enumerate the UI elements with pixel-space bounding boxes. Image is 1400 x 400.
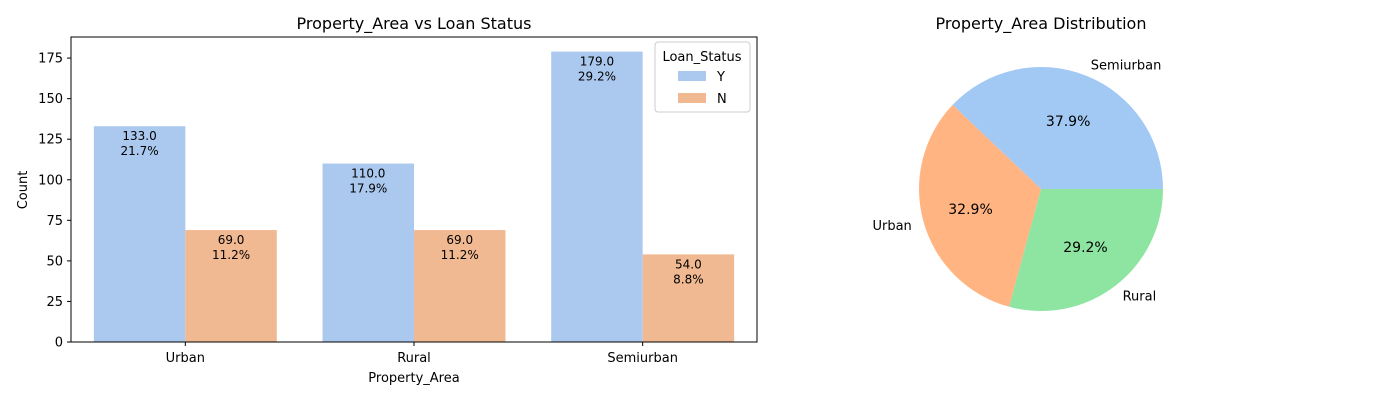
y-tick-label: 125 [38,133,63,148]
pie-slice-semiurban [952,67,1163,189]
legend-entry-N: N [717,92,727,107]
y-tick-label: 25 [46,295,63,310]
y-tick-label: 0 [55,336,63,351]
bar-N-Rural [414,230,506,342]
pie-slice-label: Urban [872,219,911,234]
bar-value-label: 179.0 [580,55,614,69]
pie-slice-label: Rural [1123,290,1157,305]
bar-value-label: 133.0 [122,129,156,143]
pie-percent-label: 29.2% [1063,240,1107,256]
x-tick-label: Urban [166,351,205,366]
y-tick-label: 100 [38,173,63,188]
bar-percent-label: 11.2% [441,248,479,262]
y-tick-label: 150 [38,92,63,107]
y-tick-label: 50 [46,254,63,269]
pie-percent-label: 37.9% [1046,114,1090,130]
legend-title: Loan_Status [662,50,741,65]
plot-border [70,36,758,343]
y-tick-label: 175 [38,52,63,67]
y-axis-label: Count [16,171,31,210]
pie-chart-title: Property_Area Distribution [936,14,1147,34]
bar-N-Urban [185,230,277,342]
x-tick-label: Rural [397,351,431,366]
bar-N-Semiurban [642,254,735,342]
bar-percent-label: 17.9% [349,182,387,196]
bar-value-label: 69.0 [218,233,245,247]
pie-slice-label: Semiurban [1091,58,1162,73]
bar-Y-Urban [93,126,186,342]
bar-value-label: 110.0 [351,167,385,181]
bar-Y-Semiurban [551,51,643,342]
legend-entry-Y: Y [716,70,725,85]
x-tick-label: Semiurban [607,351,678,366]
bar-value-label: 69.0 [446,233,473,247]
bar-chart-title: Property_Area vs Loan Status [297,14,532,34]
legend-swatch-N [678,93,706,103]
bar-percent-label: 29.2% [578,70,616,84]
x-axis-label: Property_Area [368,371,459,386]
bar-percent-label: 21.7% [121,144,159,158]
y-tick-label: 75 [46,214,63,229]
pie-marks: 37.9% Semiurban 32.9% Urban 29.2% Rural [872,58,1163,311]
bar-percent-label: 11.2% [212,248,250,262]
y-axis: 0 25 50 75 100 125 150 175 [38,52,71,351]
bar-chart: Property_Area vs Loan Status 133.021.7% 6… [16,14,758,386]
legend: Loan_Status Y N [654,41,751,113]
pie-slice-urban [919,104,1041,307]
bar-value-label: 54.0 [675,257,702,271]
bar-Y-Rural [322,163,414,342]
pie-slice-rural [1009,189,1163,311]
pie-percent-label: 32.9% [948,202,992,218]
plot-frame [70,36,758,343]
bar-percent-label: 8.8% [673,272,704,286]
pie-chart: Property_Area Distribution 37.9% Semiurba… [872,14,1163,311]
x-axis: Urban Rural Semiurban [166,342,678,366]
legend-swatch-Y [678,71,706,81]
bar-marks: 133.021.7%69.011.2%110.017.9%69.011.2%17… [93,51,735,342]
